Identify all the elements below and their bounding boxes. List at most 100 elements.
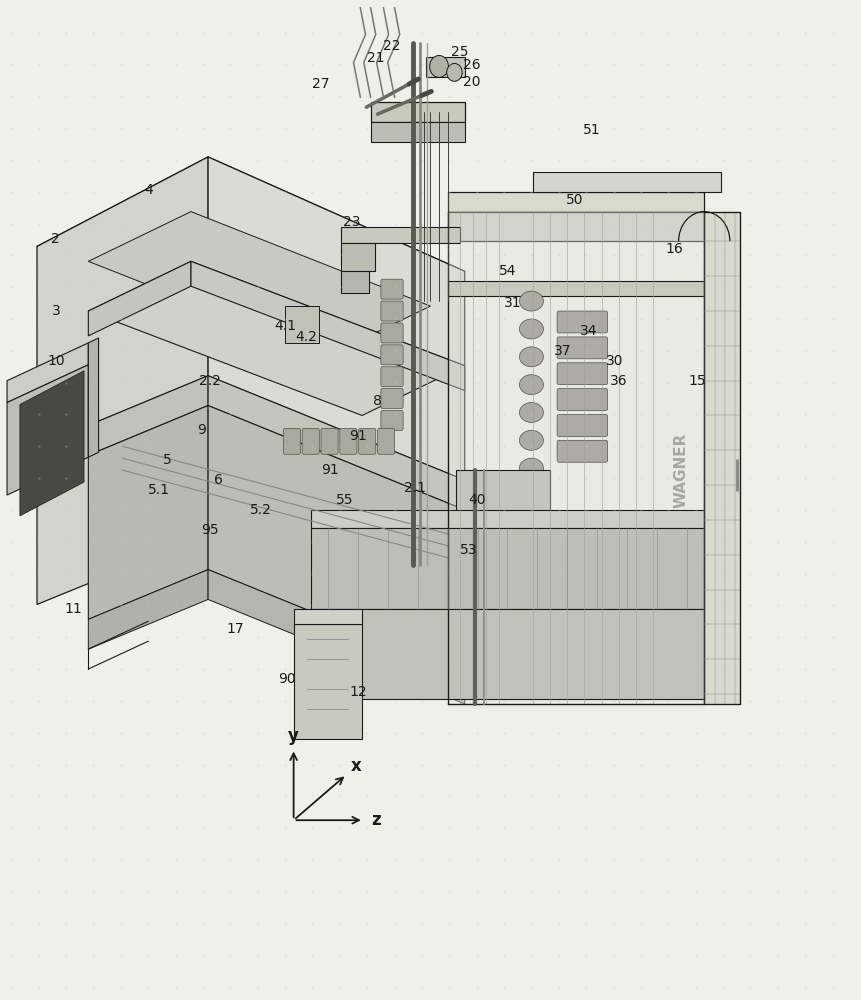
Polygon shape [426, 57, 465, 77]
Text: 37: 37 [554, 344, 572, 358]
Text: 90: 90 [278, 672, 295, 686]
FancyBboxPatch shape [381, 345, 403, 365]
FancyBboxPatch shape [381, 367, 403, 387]
Text: 9: 9 [197, 423, 206, 437]
FancyBboxPatch shape [557, 337, 608, 359]
Ellipse shape [519, 347, 543, 367]
Polygon shape [533, 172, 722, 192]
Circle shape [447, 63, 462, 81]
Text: x: x [350, 757, 362, 775]
FancyBboxPatch shape [381, 279, 403, 299]
Text: 2: 2 [52, 232, 60, 246]
Text: 6: 6 [214, 473, 223, 487]
Text: 8: 8 [373, 394, 382, 408]
Polygon shape [311, 528, 704, 609]
Polygon shape [89, 406, 208, 619]
Polygon shape [448, 212, 704, 241]
Polygon shape [448, 212, 704, 709]
Polygon shape [294, 609, 362, 624]
FancyBboxPatch shape [557, 440, 608, 462]
Polygon shape [341, 227, 461, 243]
Ellipse shape [519, 291, 543, 311]
Text: 5: 5 [163, 453, 171, 467]
Text: z: z [372, 811, 381, 829]
Text: 95: 95 [201, 523, 219, 537]
Polygon shape [448, 281, 704, 296]
Text: 15: 15 [689, 374, 706, 388]
Text: 3: 3 [52, 304, 60, 318]
FancyBboxPatch shape [381, 301, 403, 321]
FancyBboxPatch shape [557, 389, 608, 410]
Text: 17: 17 [226, 622, 245, 636]
FancyBboxPatch shape [557, 363, 608, 385]
Polygon shape [208, 406, 465, 674]
Text: 26: 26 [462, 58, 480, 72]
Text: 4: 4 [144, 183, 152, 197]
Polygon shape [311, 609, 704, 699]
Polygon shape [370, 102, 465, 122]
Text: 91: 91 [349, 429, 367, 443]
Ellipse shape [519, 458, 543, 478]
Polygon shape [208, 157, 465, 644]
Text: 4.2: 4.2 [295, 330, 318, 344]
Polygon shape [448, 192, 704, 212]
Ellipse shape [519, 319, 543, 339]
Circle shape [430, 55, 449, 77]
Polygon shape [456, 470, 550, 555]
FancyBboxPatch shape [359, 428, 375, 454]
Polygon shape [89, 212, 430, 356]
FancyBboxPatch shape [302, 428, 319, 454]
Text: 25: 25 [451, 45, 468, 60]
Text: 23: 23 [343, 215, 361, 229]
Polygon shape [89, 338, 99, 457]
Polygon shape [208, 376, 465, 510]
FancyBboxPatch shape [377, 428, 394, 454]
Circle shape [477, 518, 500, 546]
Polygon shape [341, 243, 375, 271]
FancyBboxPatch shape [557, 414, 608, 436]
Text: 34: 34 [580, 324, 598, 338]
Text: 5.2: 5.2 [251, 503, 272, 517]
Polygon shape [37, 157, 208, 604]
Text: WAGNER: WAGNER [673, 432, 689, 508]
Ellipse shape [519, 403, 543, 422]
Text: 16: 16 [666, 242, 683, 256]
Ellipse shape [519, 514, 543, 534]
Text: 51: 51 [583, 123, 600, 137]
Text: 12: 12 [349, 685, 367, 699]
FancyBboxPatch shape [557, 311, 608, 333]
Polygon shape [89, 376, 208, 455]
Text: 53: 53 [461, 543, 478, 557]
Text: 31: 31 [504, 296, 522, 310]
Text: y: y [288, 727, 299, 745]
Text: 55: 55 [336, 493, 354, 507]
Polygon shape [294, 624, 362, 739]
Polygon shape [191, 261, 465, 391]
FancyBboxPatch shape [321, 428, 338, 454]
Text: 91: 91 [320, 463, 338, 477]
Text: 27: 27 [313, 77, 330, 91]
Polygon shape [370, 122, 465, 142]
Circle shape [502, 518, 526, 546]
FancyBboxPatch shape [340, 428, 357, 454]
Text: 22: 22 [383, 39, 400, 53]
Text: 21: 21 [367, 51, 385, 65]
Text: 36: 36 [610, 374, 628, 388]
Text: 4.1: 4.1 [274, 319, 296, 333]
Polygon shape [20, 371, 84, 516]
Text: 40: 40 [468, 493, 486, 507]
FancyBboxPatch shape [381, 410, 403, 430]
Polygon shape [89, 376, 465, 530]
FancyBboxPatch shape [381, 323, 403, 343]
Text: 2.2: 2.2 [199, 374, 220, 388]
Polygon shape [704, 212, 740, 704]
Polygon shape [311, 510, 704, 528]
Text: 11: 11 [64, 602, 82, 616]
Text: 30: 30 [605, 354, 623, 368]
Text: 10: 10 [47, 354, 65, 368]
Polygon shape [208, 570, 465, 704]
Ellipse shape [519, 542, 543, 562]
Polygon shape [89, 261, 465, 415]
Polygon shape [7, 365, 89, 495]
Polygon shape [285, 306, 319, 343]
